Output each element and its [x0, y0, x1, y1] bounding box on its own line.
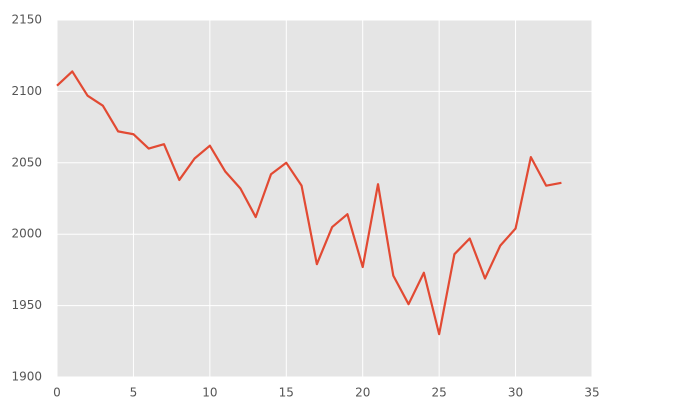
- line-series: [56, 70, 562, 336]
- x-tick-label: 5: [130, 386, 138, 400]
- x-tick-label: 10: [202, 386, 217, 400]
- x-tick-label: 0: [53, 386, 61, 400]
- x-tick-label: 20: [355, 386, 370, 400]
- y-tick-label: 1950: [11, 298, 42, 312]
- y-tick-label: 2150: [11, 13, 42, 27]
- y-tick-label: 2050: [11, 155, 42, 169]
- x-tick-label: 25: [432, 386, 447, 400]
- plot-area: [57, 20, 592, 377]
- x-tick-label: 15: [279, 386, 294, 400]
- x-tick-label: 35: [584, 386, 599, 400]
- y-tick-label: 2100: [11, 84, 42, 98]
- y-tick-label: 1900: [11, 370, 42, 384]
- y-tick-label: 2000: [11, 227, 42, 241]
- x-tick-label: 30: [508, 386, 523, 400]
